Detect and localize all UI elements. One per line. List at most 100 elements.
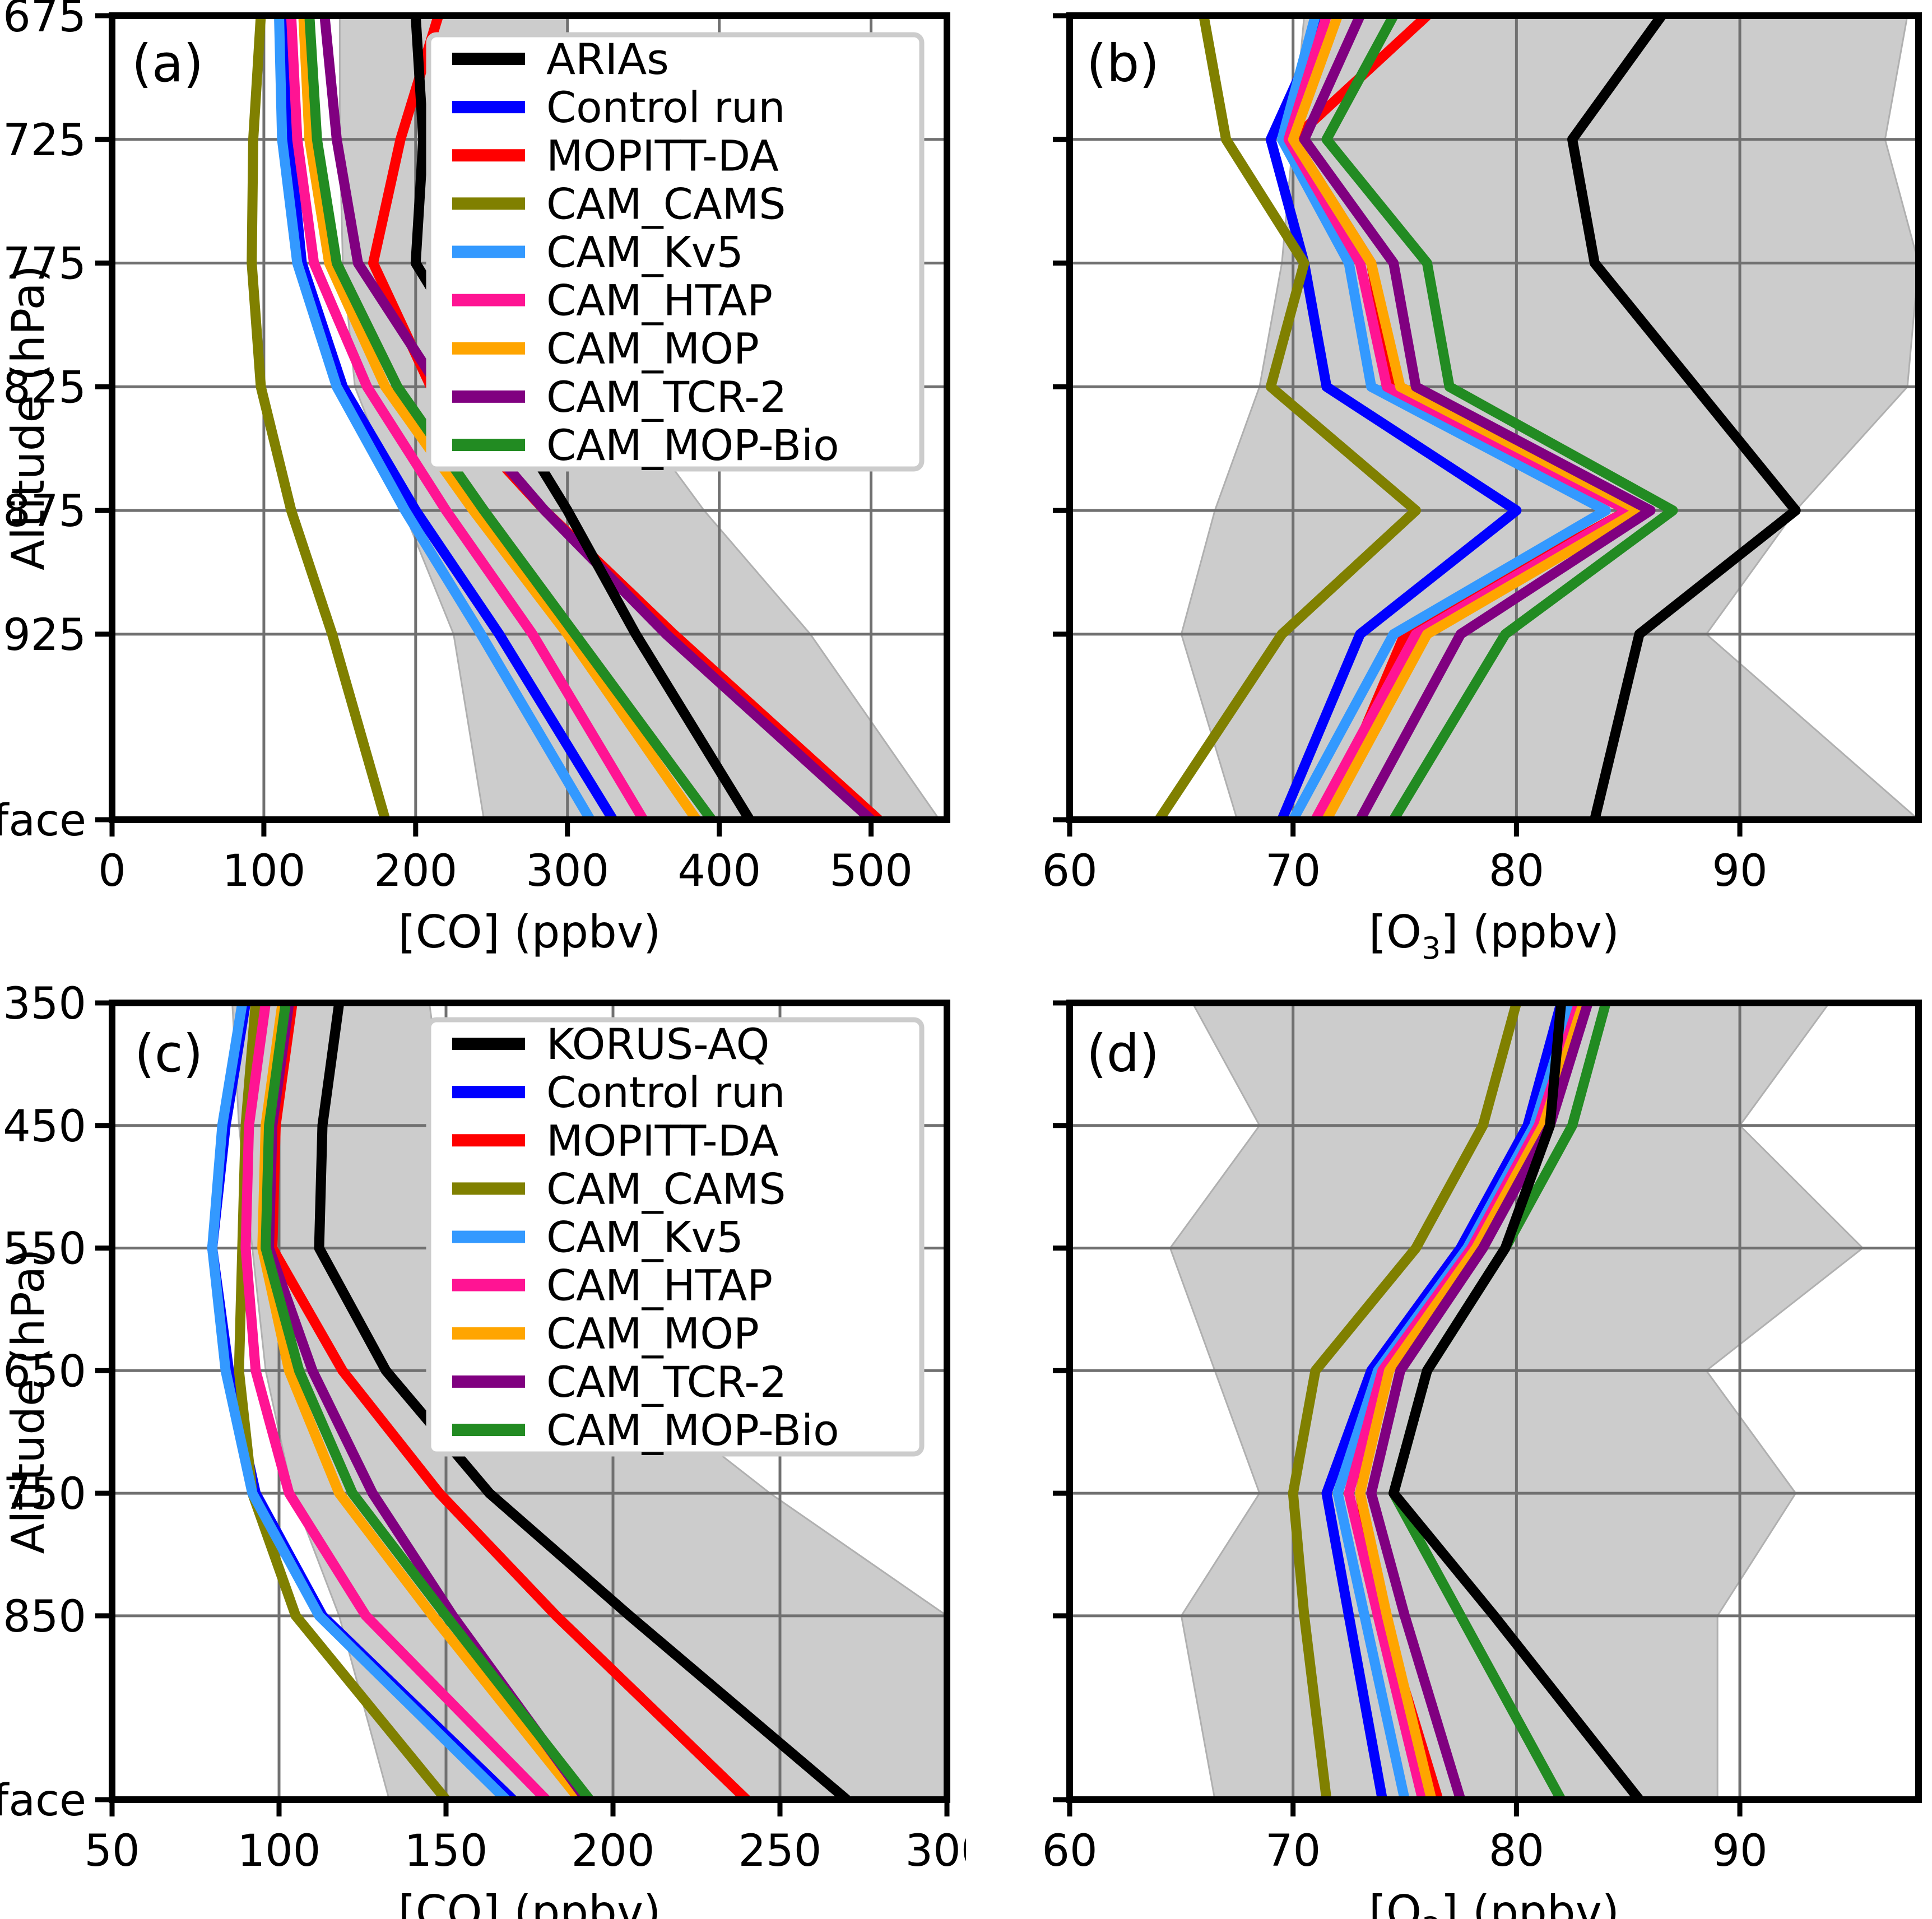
y-tick-label: 550 <box>3 1224 86 1275</box>
x-tick-label: 60 <box>1042 846 1097 896</box>
axis-frame <box>1066 12 1922 823</box>
panel-c-container: 50 100 150 200 250 300 350 450 550 650 750 850 Surfa… <box>0 959 966 1919</box>
y-tick-label: 875 <box>3 486 86 537</box>
legend-label-cam-mop-bio: CAM_MOP-Bio <box>546 420 839 470</box>
x-tick-label: 90 <box>1712 846 1767 896</box>
series-line-cam-mop <box>1288 16 1645 820</box>
x-tick-label: 80 <box>1489 1826 1544 1876</box>
panel-label: (b) <box>1086 34 1159 94</box>
x-tick-label: 50 <box>84 1826 140 1876</box>
y-tick-label: 825 <box>3 363 86 413</box>
panel-a-chart: 0 100 200 300 400 500 675 725 775 825 875 925 Surfac… <box>0 0 950 958</box>
legend-label-korus-aq: KORUS-AQ <box>546 1019 769 1069</box>
legend-label-mopitt-da: MOPITT-DA <box>546 1116 779 1165</box>
panel-d-container: 60 70 80 90 [O3] (ppbv) (d) <box>966 959 1932 1919</box>
series-line-cam-cams <box>247 16 391 820</box>
series-line-cam-htap <box>240 1003 550 1800</box>
panel-b-chart: 60 70 80 90 [O3] (ppbv) (b) <box>1042 12 1922 959</box>
series-line-cam-cams <box>1288 1003 1522 1800</box>
legend-label-cam-htap: CAM_HTAP <box>546 1261 773 1311</box>
y-axis-label: Altitude (hPa) <box>2 1249 54 1554</box>
legend-label-cam-htap: CAM_HTAP <box>546 276 773 326</box>
x-tick-label: 400 <box>677 846 761 896</box>
y-axis-label: Altitude (hPa) <box>2 265 54 570</box>
x-tick-label: 70 <box>1265 846 1321 896</box>
legend-label-cam-mop: CAM_MOP <box>546 324 759 374</box>
series-line-control-run <box>1265 16 1522 820</box>
y-tick-label: 675 <box>3 0 86 42</box>
series-group <box>207 1003 851 1800</box>
x-tick-label: 150 <box>405 1826 488 1876</box>
series-line-cam-mop-bio <box>304 16 716 820</box>
panel-c-chart: 50 100 150 200 250 300 350 450 550 650 750 850 Surfa… <box>0 979 966 1919</box>
series-line-cam-tcr-2 <box>1299 16 1656 820</box>
series-line-korus-aq <box>314 1003 851 1800</box>
y-tick-label: 450 <box>3 1102 86 1152</box>
series-group <box>1288 1003 1643 1800</box>
axis-frame <box>109 1000 950 1803</box>
panel_c-plot-area: 50 100 150 200 250 300 350 450 550 650 750 850 Surfa… <box>0 979 966 1919</box>
panel-d-chart: 60 70 80 90 [O3] (ppbv) (d) <box>1042 1000 1922 1919</box>
panel-label: (a) <box>132 34 203 94</box>
y-tick-label: Surface <box>0 1776 86 1826</box>
y-tick-label: 850 <box>3 1592 86 1642</box>
x-tick-label: 80 <box>1489 846 1544 896</box>
legend-label-cam-mop-bio: CAM_MOP-Bio <box>546 1405 839 1455</box>
legend-label-cam-tcr-2: CAM_TCR-2 <box>546 372 787 422</box>
x-tick-label: 100 <box>238 1826 321 1876</box>
series-line-korus-aq <box>1388 1003 1643 1800</box>
x-tick-label: 300 <box>905 1826 966 1876</box>
x-tick-label: 0 <box>98 846 126 896</box>
x-tick-label: 250 <box>739 1826 822 1876</box>
legend-label-cam-tcr-2: CAM_TCR-2 <box>546 1357 787 1407</box>
legend-label-arias: ARIAs <box>546 34 669 84</box>
legend-box <box>426 32 925 472</box>
series-group <box>1154 16 1801 820</box>
series-line-cam-cams <box>1154 16 1421 820</box>
x-tick-label: 90 <box>1712 1826 1767 1876</box>
x-axis-label: [CO] (ppbv) <box>398 906 661 958</box>
legend-label-cam-cams: CAM_CAMS <box>546 1164 786 1214</box>
series-line-control-run <box>1321 1003 1566 1800</box>
x-axis-label: [O3] (ppbv) <box>1369 906 1619 959</box>
y-tick-label: Surface <box>0 796 86 846</box>
x-tick-label: 70 <box>1265 1826 1321 1876</box>
axis-frame <box>109 12 950 823</box>
y-tick-label: 750 <box>3 1469 86 1520</box>
panel-a-container: 0 100 200 300 400 500 675 725 775 825 875 925 Surfac… <box>0 0 966 959</box>
legend-label-cam-cams: CAM_CAMS <box>546 179 786 229</box>
panel_b-plot-area: 60 70 80 90 [O3] (ppbv) (b) <box>1042 12 1922 959</box>
legend-label-cam-mop: CAM_MOP <box>546 1309 759 1359</box>
series-line-cam-mop-bio <box>261 1003 594 1800</box>
panel_d-plot-area: 60 70 80 90 [O3] (ppbv) (d) <box>1042 1000 1922 1919</box>
y-tick-label: 925 <box>3 610 86 661</box>
axis-frame <box>1066 1000 1922 1803</box>
x-tick-label: 200 <box>374 846 457 896</box>
panel-label: (c) <box>134 1024 203 1084</box>
x-axis-label: [O3] (ppbv) <box>1369 1886 1619 1919</box>
series-line-cam-kv5 <box>274 16 595 820</box>
x-tick-label: 300 <box>526 846 609 896</box>
series-line-arias <box>1567 16 1801 820</box>
x-tick-label: 500 <box>829 846 913 896</box>
legend-label-control-run: Control run <box>546 1067 785 1117</box>
legend-label-cam-kv5: CAM_Kv5 <box>546 1212 744 1262</box>
y-tick-label: 775 <box>3 239 86 290</box>
series-line-control-run <box>278 16 617 820</box>
series-line-cam-mop <box>298 16 701 820</box>
y-tick-label: 725 <box>3 115 86 166</box>
series-line-cam-htap <box>286 16 648 820</box>
x-tick-label: 100 <box>222 846 305 896</box>
series-line-cam-kv5 <box>207 1003 510 1800</box>
x-axis-label: [CO] (ppbv) <box>398 1886 661 1919</box>
series-line-cam-mop <box>1355 1003 1589 1800</box>
y-tick-label: 350 <box>3 979 86 1029</box>
legend-label-mopitt-da: MOPITT-DA <box>546 131 779 180</box>
x-tick-label: 60 <box>1042 1826 1097 1876</box>
panel_a-plot-area: 0 100 200 300 400 500 675 725 775 825 875 925 Surfac… <box>0 0 950 958</box>
x-tick-label: 200 <box>572 1826 655 1876</box>
series-line-cam-mop-bio <box>1321 16 1678 820</box>
